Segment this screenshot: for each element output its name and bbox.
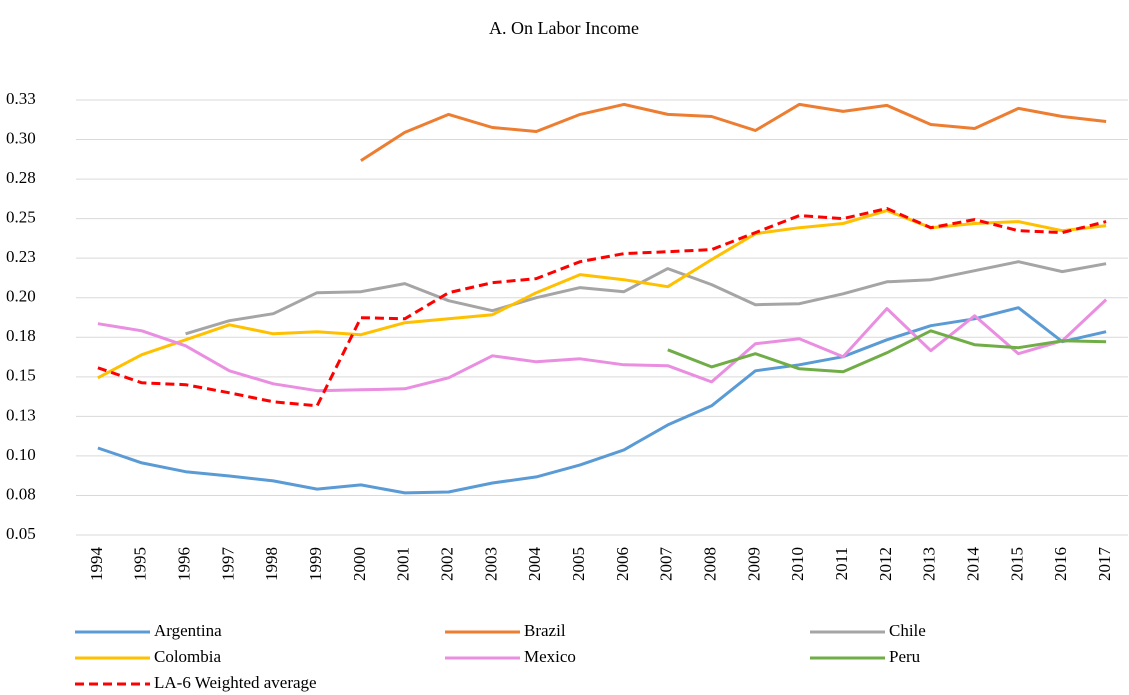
- x-tick-label: 2016: [1051, 547, 1070, 581]
- x-tick-label: 2000: [350, 547, 369, 581]
- chart-title: A. On Labor Income: [489, 18, 639, 38]
- x-tick-label: 2005: [569, 547, 588, 581]
- x-tick-label: 2012: [876, 547, 895, 581]
- y-tick-label: 0.10: [6, 445, 36, 464]
- y-tick-label: 0.18: [6, 326, 36, 345]
- x-tick-label: 2011: [832, 547, 851, 580]
- y-tick-label: 0.05: [6, 524, 36, 543]
- x-tick-label: 1998: [262, 547, 281, 581]
- x-tick-label: 2015: [1007, 547, 1026, 581]
- legend-label: Mexico: [524, 647, 576, 666]
- x-tick-label: 1994: [87, 547, 106, 582]
- x-tick-label: 2004: [525, 547, 544, 582]
- series-line: [97, 306, 1107, 495]
- x-tick-label: 1999: [306, 547, 325, 581]
- legend-label: Chile: [889, 621, 926, 640]
- x-tick-label: 2006: [613, 547, 632, 581]
- legend-label: Peru: [889, 647, 921, 666]
- y-tick-label: 0.23: [6, 247, 36, 266]
- series-line: [185, 260, 1107, 336]
- legend-label: LA-6 Weighted average: [154, 673, 317, 692]
- x-tick-label: 1995: [131, 547, 150, 581]
- x-tick-label: 2013: [920, 547, 939, 581]
- series-line: [667, 329, 1107, 374]
- y-tick-label: 0.15: [6, 366, 36, 385]
- legend-label: Argentina: [154, 621, 222, 640]
- x-tick-label: 2017: [1095, 547, 1114, 582]
- x-tick-label: 2014: [963, 547, 982, 582]
- series-line: [97, 298, 1108, 393]
- series-line: [360, 102, 1107, 162]
- series-line: [97, 209, 1107, 380]
- x-tick-label: 1997: [218, 547, 237, 582]
- y-tick-label: 0.33: [6, 89, 36, 108]
- x-tick-label: 2003: [481, 547, 500, 581]
- legend-label: Brazil: [524, 621, 566, 640]
- x-tick-label: 2002: [437, 547, 456, 581]
- x-tick-label: 2001: [394, 547, 413, 581]
- y-tick-label: 0.30: [6, 128, 36, 147]
- y-tick-label: 0.25: [6, 208, 36, 227]
- legend-label: Colombia: [154, 647, 222, 666]
- x-tick-label: 2008: [700, 547, 719, 581]
- x-tick-label: 2010: [788, 547, 807, 581]
- x-tick-label: 2009: [744, 547, 763, 581]
- x-tick-label: 1996: [174, 547, 193, 581]
- x-tick-label: 2007: [657, 547, 676, 582]
- y-tick-label: 0.28: [6, 168, 36, 187]
- y-tick-label: 0.20: [6, 287, 36, 306]
- y-tick-label: 0.08: [6, 484, 36, 503]
- y-tick-label: 0.13: [6, 405, 36, 424]
- series-line: [97, 207, 1107, 408]
